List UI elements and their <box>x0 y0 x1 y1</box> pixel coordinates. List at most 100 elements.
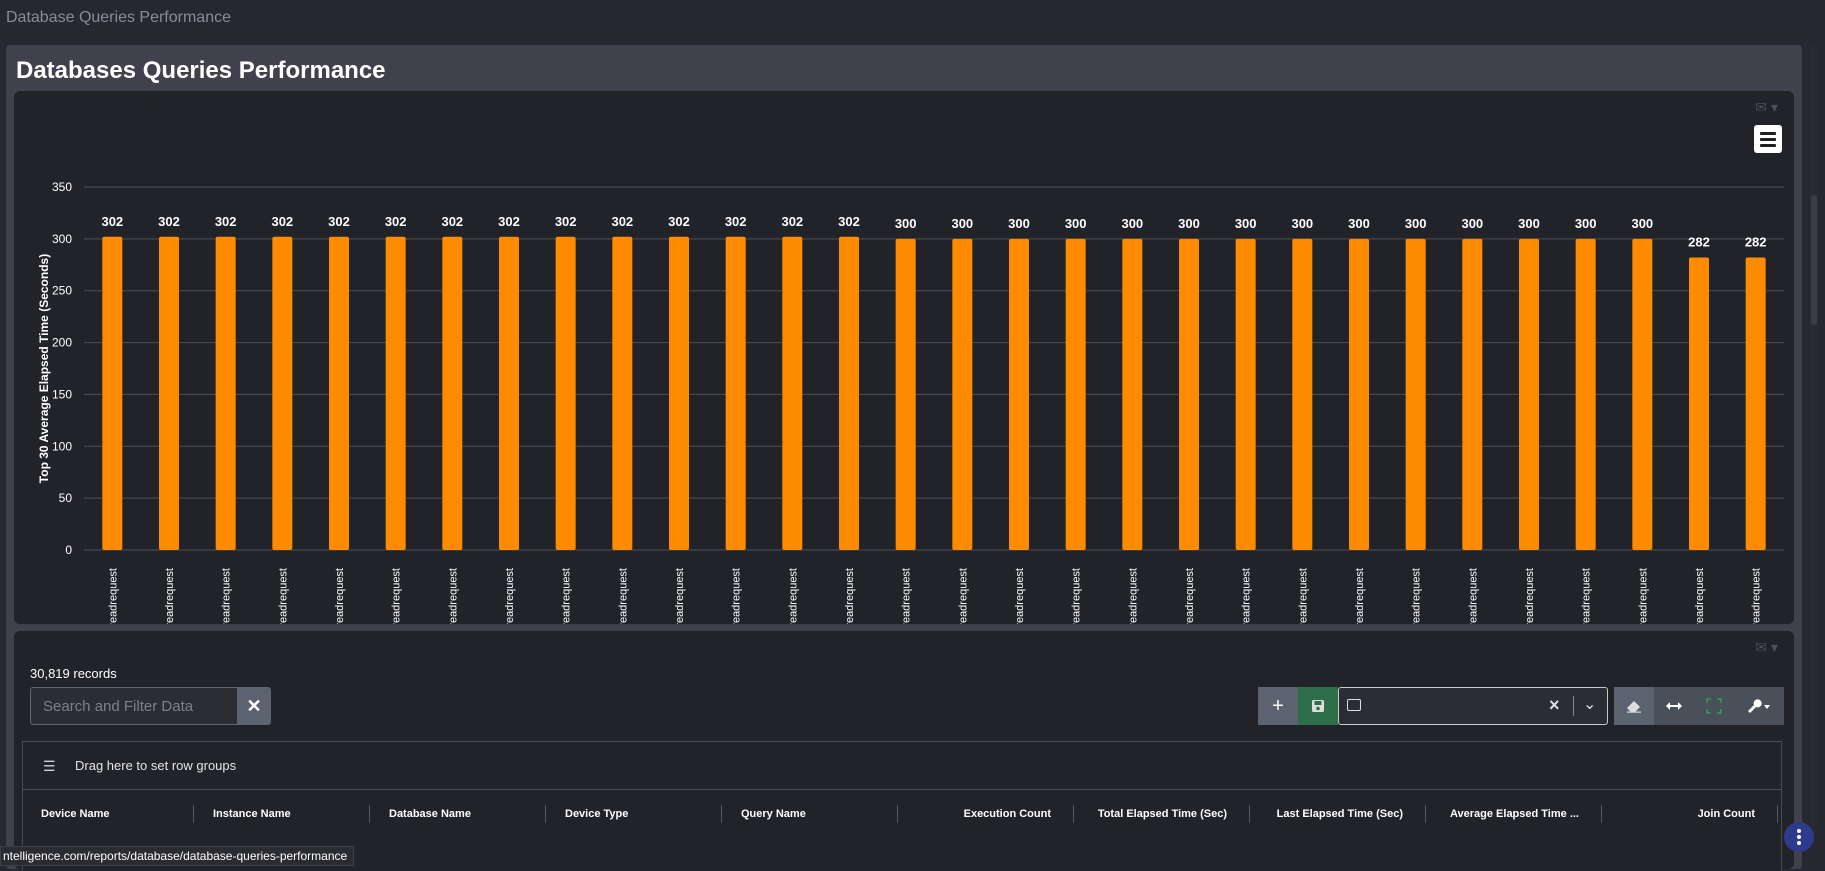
data-label: 300 <box>895 216 917 231</box>
x-tick-label: sp_readrequest <box>901 568 913 624</box>
x-tick-label: sp_readrequest <box>1184 568 1196 624</box>
chart-menu-button[interactable] <box>1754 125 1782 153</box>
bar <box>1519 238 1539 550</box>
x-tick-label: sp_readrequest <box>1751 568 1763 624</box>
column-header-device-type[interactable]: Device Type <box>565 808 629 820</box>
data-label: 302 <box>215 214 237 229</box>
data-label: 302 <box>498 214 520 229</box>
scrollbar-thumb[interactable] <box>1811 195 1817 325</box>
floppy-icon <box>1312 700 1324 712</box>
add-button[interactable]: + <box>1258 687 1298 725</box>
x-tick-label: sp_readrequest <box>561 568 573 624</box>
x-tick-label: sp_readrequest <box>617 568 629 624</box>
column-header-average-elapsed-time[interactable]: Average Elapsed Time ... <box>1449 808 1579 820</box>
data-label: 302 <box>271 214 293 229</box>
bar <box>159 236 179 551</box>
fit-columns-button[interactable] <box>1654 687 1694 725</box>
y-tick-label: 250 <box>52 284 72 298</box>
x-tick-label: sp_readrequest <box>107 568 119 624</box>
data-label: 300 <box>1121 216 1143 231</box>
column-header-execution-count[interactable]: Execution Count <box>963 808 1051 820</box>
x-tick-label: sp_readrequest <box>504 568 516 624</box>
y-tick-label: 150 <box>52 387 72 401</box>
data-label: 300 <box>1235 216 1257 231</box>
data-label: 300 <box>1291 216 1313 231</box>
column-header-total-elapsed-time[interactable]: Total Elapsed Time (Sec) <box>1097 808 1227 820</box>
plus-icon: + <box>1272 694 1284 717</box>
column-header-query-name[interactable]: Query Name <box>741 808 806 820</box>
column-header-instance-name[interactable]: Instance Name <box>213 808 291 820</box>
bar <box>1632 238 1653 550</box>
chart-panel: ✉ ▾ 0 50 100 150 200 250 300 350 Top 30 Average … <box>14 91 1794 624</box>
bar <box>385 236 406 551</box>
bar <box>612 236 633 551</box>
column-header-database-name[interactable]: Database Name <box>389 808 471 820</box>
list-icon: ☰ <box>43 758 56 774</box>
caret-down-icon[interactable]: ▾ <box>1770 639 1778 655</box>
bar-chart: 0 50 100 150 200 250 300 350 Top 30 Average Elap… <box>37 180 1784 624</box>
data-label: 302 <box>328 214 350 229</box>
grid-header-row: Device Name Instance Name Database Name … <box>23 790 1781 840</box>
data-label: 302 <box>101 214 123 229</box>
x-tick-label: sp_readrequest <box>1241 568 1253 624</box>
bar <box>1745 257 1766 550</box>
data-label: 300 <box>1008 216 1030 231</box>
y-tick-label: 100 <box>52 439 72 453</box>
chevron-down-icon[interactable]: ⌄ <box>1583 696 1597 713</box>
bar <box>555 236 576 551</box>
search-box: ✕ <box>30 687 271 725</box>
window-title: Database Queries Performance <box>6 9 231 26</box>
column-header-last-elapsed-time[interactable]: Last Elapsed Time (Sec) <box>1276 808 1403 820</box>
row-groups-drop-zone[interactable]: ☰ Drag here to set row groups <box>23 742 1781 790</box>
view-clear-button[interactable]: × <box>1549 695 1560 715</box>
x-tick-label: sp_readrequest <box>1694 568 1706 624</box>
y-tick-label: 350 <box>52 180 72 194</box>
add-save-group: + <box>1258 687 1338 725</box>
data-label: 300 <box>1348 216 1370 231</box>
bar <box>1689 257 1709 550</box>
column-header-device-name[interactable]: Device Name <box>41 808 110 820</box>
close-icon: ✕ <box>246 695 262 716</box>
search-input[interactable] <box>30 687 237 725</box>
expand-icon <box>1706 698 1722 714</box>
bar <box>499 236 519 551</box>
data-label: 300 <box>1575 216 1597 231</box>
table-panel-tools[interactable]: ✉ ▾ <box>1755 639 1778 656</box>
fullscreen-button[interactable] <box>1694 687 1734 725</box>
settings-button[interactable] <box>1734 687 1784 725</box>
x-tick-label: sp_readrequest <box>164 568 176 624</box>
y-axis-label: Top 30 Average Elapsed Time (Seconds) <box>37 254 51 483</box>
data-label: 300 <box>1518 216 1540 231</box>
bar <box>669 236 689 551</box>
envelope-icon[interactable]: ✉ <box>1755 99 1767 115</box>
bar <box>1349 238 1369 550</box>
caret-down-icon[interactable]: ▾ <box>1770 99 1778 115</box>
x-tick-label: sp_readrequest <box>787 568 799 624</box>
more-actions-button[interactable] <box>1784 822 1814 852</box>
data-label: 302 <box>441 214 463 229</box>
chart-panel-tools[interactable]: ✉ ▾ <box>1755 99 1778 116</box>
x-tick-label: sp_readrequest <box>334 568 346 624</box>
data-label: 300 <box>1178 216 1200 231</box>
x-tick-label: sp_readrequest <box>447 568 459 624</box>
save-button[interactable] <box>1298 687 1338 725</box>
page-scrollbar[interactable] <box>1810 45 1818 825</box>
data-label: 302 <box>385 214 407 229</box>
search-clear-button[interactable]: ✕ <box>237 687 271 725</box>
x-tick-label: sp_readrequest <box>1014 568 1026 624</box>
envelope-icon[interactable]: ✉ <box>1755 639 1767 655</box>
wrench-icon <box>1748 699 1770 713</box>
table-panel: ✉ ▾ 30,819 records ✕ + × ⌄ <box>14 631 1794 871</box>
saved-view-select[interactable]: × ⌄ <box>1338 687 1608 725</box>
data-label: 300 <box>1065 216 1087 231</box>
bar <box>272 236 293 551</box>
x-tick-label: sp_readrequest <box>221 568 233 624</box>
eraser-button[interactable] <box>1614 687 1654 725</box>
bar <box>782 236 803 551</box>
x-tick-label: sp_readrequest <box>1071 568 1083 624</box>
page-title: Databases Queries Performance <box>16 57 386 84</box>
bar <box>725 236 746 551</box>
status-bar-url: ntelligence.com/reports/database/databas… <box>0 846 355 866</box>
x-tick-label: sp_readrequest <box>1297 568 1309 624</box>
column-header-join-count[interactable]: Join Count <box>1697 808 1755 820</box>
